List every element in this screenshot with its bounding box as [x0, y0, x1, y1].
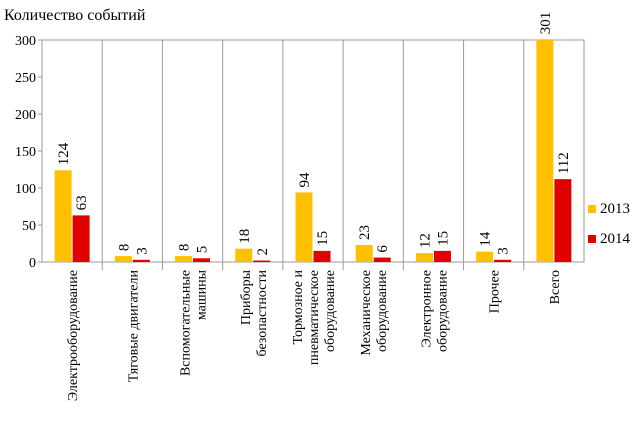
legend-swatch [588, 205, 596, 213]
data-label: 15 [435, 231, 451, 246]
legend-label: 2014 [600, 231, 631, 247]
axes: 0 50 100 150 200 250 300 [15, 34, 585, 271]
category-label-line: оборудование [375, 270, 390, 352]
data-label: 15 [315, 231, 331, 246]
legend: 2013 2014 [588, 201, 631, 247]
category-label-line: Всего [548, 270, 563, 304]
bar-2013 [54, 170, 72, 262]
data-label: 2 [255, 248, 271, 256]
y-tick-label: 0 [29, 256, 36, 271]
y-tick-label: 250 [15, 71, 36, 86]
category-label-line: оборудование [435, 270, 450, 352]
data-label: 63 [74, 195, 90, 210]
bar-2013 [476, 251, 494, 262]
legend-swatch [588, 235, 596, 243]
data-label: 124 [56, 142, 72, 165]
bar-2014 [494, 259, 512, 262]
bar-2013 [114, 256, 132, 262]
y-tick-label: 50 [22, 219, 36, 234]
bar-2014 [313, 250, 331, 262]
category-label-line: Электрооборудование [66, 270, 81, 401]
y-tick-label: 300 [15, 34, 36, 49]
bar-2014 [433, 250, 451, 262]
category-label-line: Механическое [359, 270, 374, 356]
data-label: 301 [538, 12, 554, 35]
bar-2014 [253, 260, 271, 262]
bar-2013 [536, 39, 554, 263]
category-label: Всего [548, 270, 563, 304]
chart-title: Количество событий [4, 7, 146, 24]
bar-2013 [415, 253, 433, 262]
plot-area [41, 39, 585, 263]
category-label-line: машины [195, 269, 210, 320]
data-label: 8 [116, 244, 132, 252]
bar-2013 [355, 244, 373, 262]
data-label: 5 [195, 246, 211, 254]
bar-2014 [373, 257, 391, 262]
category-label-line: Тормозное и [291, 269, 306, 344]
y-tick-label: 200 [15, 108, 36, 123]
data-label: 8 [177, 244, 193, 252]
data-label: 112 [556, 152, 572, 174]
data-label: 94 [297, 172, 313, 188]
data-label: 3 [496, 247, 512, 254]
bars [54, 39, 572, 263]
data-label: 14 [478, 231, 494, 247]
category-labels: Электрооборудование Тяговые двигатели Вспо… [66, 269, 563, 401]
category-label-line: Приборы [239, 269, 254, 325]
category-label: Электронное оборудование [419, 270, 450, 352]
bar-2013 [175, 256, 193, 262]
y-tick-label: 100 [15, 182, 36, 197]
data-label: 6 [375, 245, 391, 253]
category-label-line: оборудование [323, 270, 338, 352]
category-label-line: Тяговые двигатели [126, 269, 141, 382]
bar-2014 [132, 259, 150, 262]
bar-2013 [235, 248, 253, 262]
bar-2014 [72, 215, 90, 262]
category-label-line: Вспомогательные [179, 270, 194, 376]
bar-2014 [193, 258, 211, 262]
category-label: Приборы безопастности [239, 269, 270, 356]
data-label: 12 [417, 233, 433, 248]
category-label: Тяговые двигатели [126, 269, 141, 382]
legend-label: 2013 [600, 201, 630, 217]
category-label-line: пневматическое [307, 270, 322, 365]
data-label: 3 [134, 247, 150, 255]
category-label: Тормозное и пневматическое оборудование [291, 269, 338, 365]
category-label-line: Прочее [488, 270, 503, 313]
category-label: Электрооборудование [66, 270, 81, 401]
data-labels: 124 8 8 18 94 23 12 14 301 63 3 5 2 15 6 15 3 112 [56, 12, 572, 256]
category-label-line: Электронное [419, 270, 434, 348]
category-label: Механическое оборудование [359, 270, 390, 356]
bar-2013 [295, 192, 313, 262]
category-label: Вспомогательные машины [179, 269, 210, 376]
category-label-line: безопастности [255, 270, 270, 357]
y-tick-label: 150 [15, 145, 36, 160]
category-label: Прочее [488, 270, 503, 313]
bar-2014 [554, 179, 572, 262]
data-label: 18 [237, 229, 253, 244]
data-label: 23 [357, 225, 373, 240]
